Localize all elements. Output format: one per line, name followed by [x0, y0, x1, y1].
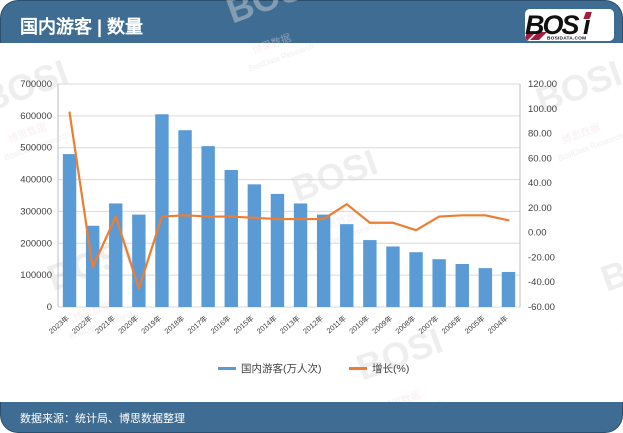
- svg-text:0: 0: [47, 302, 52, 313]
- svg-text:2021年: 2021年: [93, 314, 117, 336]
- svg-text:300000: 300000: [20, 206, 52, 217]
- svg-text:2019年: 2019年: [139, 314, 163, 336]
- svg-text:2005年: 2005年: [463, 314, 487, 336]
- svg-text:2020年: 2020年: [116, 314, 140, 336]
- svg-text:2011年: 2011年: [325, 314, 348, 336]
- svg-text:2009年: 2009年: [370, 314, 394, 336]
- svg-text:-60.00: -60.00: [528, 302, 555, 313]
- svg-text:2008年: 2008年: [394, 314, 418, 336]
- svg-text:100000: 100000: [20, 270, 52, 281]
- svg-text:2010年: 2010年: [347, 314, 371, 336]
- svg-text:2018年: 2018年: [163, 314, 187, 336]
- svg-text:2015年: 2015年: [232, 314, 256, 336]
- svg-text:40.00: 40.00: [528, 178, 552, 189]
- svg-text:2012年: 2012年: [301, 314, 325, 336]
- svg-text:60.00: 60.00: [528, 153, 552, 164]
- svg-text:2023年: 2023年: [47, 314, 71, 336]
- svg-text:700000: 700000: [20, 79, 52, 90]
- svg-text:2013年: 2013年: [278, 314, 302, 336]
- svg-text:20.00: 20.00: [528, 203, 552, 214]
- svg-text:2022年: 2022年: [70, 314, 94, 336]
- svg-text:500000: 500000: [20, 143, 52, 154]
- svg-text:2017年: 2017年: [186, 314, 210, 336]
- svg-text:0.00: 0.00: [528, 228, 547, 239]
- svg-text:2014年: 2014年: [255, 314, 279, 336]
- svg-text:200000: 200000: [20, 238, 52, 249]
- svg-text:400000: 400000: [20, 175, 52, 186]
- svg-text:2006年: 2006年: [440, 314, 464, 336]
- svg-text:2016年: 2016年: [209, 314, 233, 336]
- svg-text:80.00: 80.00: [528, 129, 552, 140]
- svg-text:2007年: 2007年: [417, 314, 441, 336]
- svg-text:-20.00: -20.00: [528, 252, 555, 263]
- svg-text:600000: 600000: [20, 111, 52, 122]
- svg-text:2004年: 2004年: [486, 314, 510, 336]
- svg-text:-40.00: -40.00: [528, 277, 555, 288]
- svg-text:100.00: 100.00: [528, 104, 557, 115]
- svg-text:120.00: 120.00: [528, 79, 557, 90]
